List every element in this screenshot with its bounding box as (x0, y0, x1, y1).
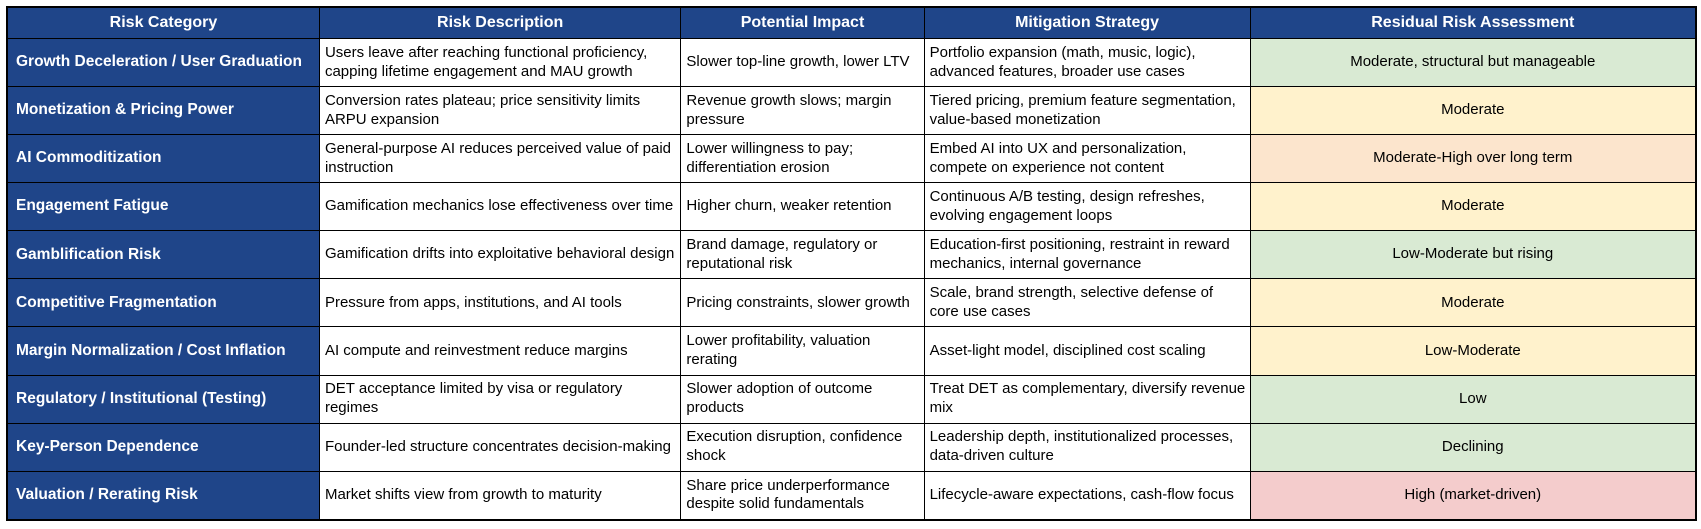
risk-description-cell: Pressure from apps, institutions, and AI… (318, 278, 682, 328)
potential-impact-cell: Higher churn, weaker retention (680, 182, 925, 232)
header-residual-risk-assessment: Residual Risk Assessment (1249, 6, 1697, 39)
risk-category-cell: Margin Normalization / Cost Inflation (6, 326, 320, 376)
risk-description-cell: DET acceptance limited by visa or regula… (318, 374, 682, 424)
mitigation-strategy-cell: Leadership depth, institutionalized proc… (923, 422, 1251, 472)
potential-impact-cell: Execution disruption, confidence shock (680, 422, 925, 472)
table-row: Margin Normalization / Cost Inflation AI… (6, 326, 1697, 376)
mitigation-strategy-cell: Tiered pricing, premium feature segmenta… (923, 86, 1251, 136)
mitigation-strategy-cell: Treat DET as complementary, diversify re… (923, 374, 1251, 424)
table-row: Gamblification Risk Gamification drifts … (6, 230, 1697, 280)
risk-category-cell: Competitive Fragmentation (6, 278, 320, 328)
table-row: Valuation / Rerating Risk Market shifts … (6, 470, 1697, 521)
potential-impact-cell: Slower top-line growth, lower LTV (680, 37, 925, 88)
residual-risk-cell: Moderate-High over long term (1249, 134, 1697, 184)
residual-risk-cell: High (market-driven) (1249, 470, 1697, 521)
residual-risk-cell: Low (1249, 374, 1697, 424)
mitigation-strategy-cell: Portfolio expansion (math, music, logic)… (923, 37, 1251, 88)
risk-description-cell: Founder-led structure concentrates decis… (318, 422, 682, 472)
table-row: Growth Deceleration / User Graduation Us… (6, 37, 1697, 88)
risk-assessment-table: Risk Category Risk Description Potential… (6, 6, 1697, 521)
table-row: Key-Person Dependence Founder-led struct… (6, 422, 1697, 472)
residual-risk-cell: Moderate, structural but manageable (1249, 37, 1697, 88)
table-row: Monetization & Pricing Power Conversion … (6, 86, 1697, 136)
residual-risk-cell: Low-Moderate but rising (1249, 230, 1697, 280)
potential-impact-cell: Share price underperformance despite sol… (680, 470, 925, 521)
risk-description-cell: AI compute and reinvestment reduce margi… (318, 326, 682, 376)
risk-category-cell: Valuation / Rerating Risk (6, 470, 320, 521)
risk-table-body: Growth Deceleration / User Graduation Us… (6, 37, 1697, 521)
mitigation-strategy-cell: Scale, brand strength, selective defense… (923, 278, 1251, 328)
risk-category-cell: Key-Person Dependence (6, 422, 320, 472)
risk-category-cell: Regulatory / Institutional (Testing) (6, 374, 320, 424)
potential-impact-cell: Slower adoption of outcome products (680, 374, 925, 424)
header-risk-category: Risk Category (6, 6, 320, 39)
potential-impact-cell: Brand damage, regulatory or reputational… (680, 230, 925, 280)
header-mitigation-strategy: Mitigation Strategy (923, 6, 1251, 39)
table-row: Regulatory / Institutional (Testing) DET… (6, 374, 1697, 424)
potential-impact-cell: Pricing constraints, slower growth (680, 278, 925, 328)
header-risk-description: Risk Description (318, 6, 682, 39)
mitigation-strategy-cell: Embed AI into UX and personalization, co… (923, 134, 1251, 184)
table-row: AI Commoditization General-purpose AI re… (6, 134, 1697, 184)
mitigation-strategy-cell: Asset-light model, disciplined cost scal… (923, 326, 1251, 376)
residual-risk-cell: Moderate (1249, 278, 1697, 328)
risk-category-cell: Gamblification Risk (6, 230, 320, 280)
risk-category-cell: Engagement Fatigue (6, 182, 320, 232)
header-potential-impact: Potential Impact (680, 6, 925, 39)
risk-description-cell: Market shifts view from growth to maturi… (318, 470, 682, 521)
potential-impact-cell: Lower willingness to pay; differentiatio… (680, 134, 925, 184)
mitigation-strategy-cell: Lifecycle-aware expectations, cash-flow … (923, 470, 1251, 521)
risk-category-cell: Growth Deceleration / User Graduation (6, 37, 320, 88)
potential-impact-cell: Lower profitability, valuation rerating (680, 326, 925, 376)
mitigation-strategy-cell: Continuous A/B testing, design refreshes… (923, 182, 1251, 232)
potential-impact-cell: Revenue growth slows; margin pressure (680, 86, 925, 136)
risk-category-cell: AI Commoditization (6, 134, 320, 184)
mitigation-strategy-cell: Education-first positioning, restraint i… (923, 230, 1251, 280)
risk-description-cell: General-purpose AI reduces perceived val… (318, 134, 682, 184)
residual-risk-cell: Declining (1249, 422, 1697, 472)
residual-risk-cell: Moderate (1249, 86, 1697, 136)
risk-description-cell: Conversion rates plateau; price sensitiv… (318, 86, 682, 136)
risk-description-cell: Gamification mechanics lose effectivenes… (318, 182, 682, 232)
risk-category-cell: Monetization & Pricing Power (6, 86, 320, 136)
table-header-row: Risk Category Risk Description Potential… (6, 6, 1697, 39)
residual-risk-cell: Moderate (1249, 182, 1697, 232)
residual-risk-cell: Low-Moderate (1249, 326, 1697, 376)
risk-description-cell: Gamification drifts into exploitative be… (318, 230, 682, 280)
table-row: Engagement Fatigue Gamification mechanic… (6, 182, 1697, 232)
table-row: Competitive Fragmentation Pressure from … (6, 278, 1697, 328)
risk-description-cell: Users leave after reaching functional pr… (318, 37, 682, 88)
